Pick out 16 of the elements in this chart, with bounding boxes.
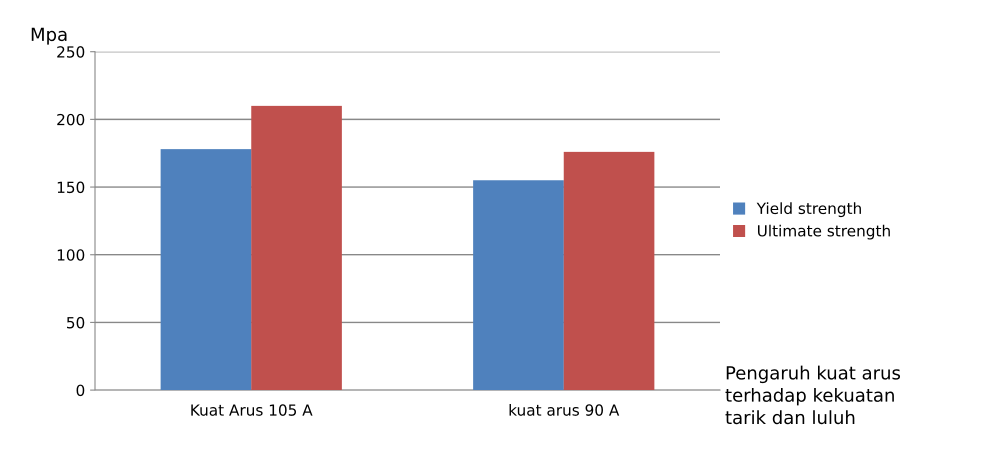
y-tick-label: 50 (67, 316, 84, 328)
x-tick-label: Kuat Arus 105 A (191, 404, 313, 416)
bar (473, 180, 564, 390)
y-tick-label: 100 (58, 249, 84, 261)
y-tick-label: 250 (57, 46, 84, 58)
bar (251, 106, 342, 390)
y-tick-label: 0 (76, 384, 84, 396)
text: Pengaruh kuat arus terhadap kekuatan tarik dan luluh (725, 366, 900, 424)
y-axis-title: Mpa (32, 28, 66, 45)
y-tick-label: 200 (57, 114, 84, 126)
legend-label: Ultimate strength (758, 224, 890, 240)
legend-label: Yield strength (756, 202, 861, 218)
bar (160, 149, 252, 390)
x-tick-label: kuat arus 90 A (510, 404, 620, 416)
bar (564, 152, 654, 390)
y-tick-label: 150 (58, 182, 84, 194)
